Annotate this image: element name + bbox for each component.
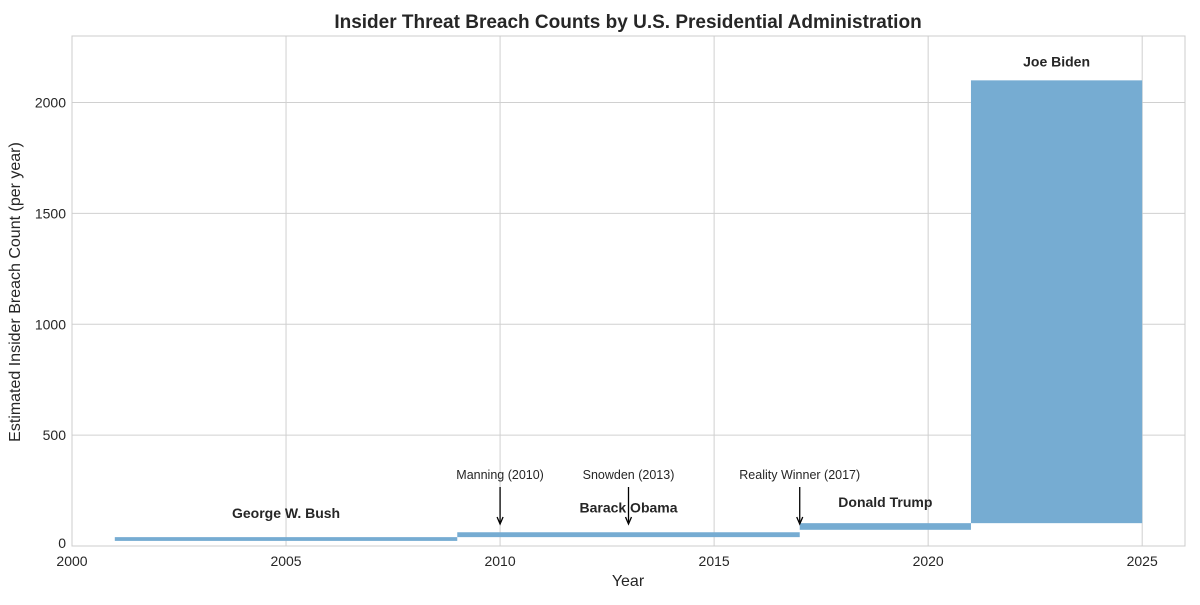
arrow-head-icon xyxy=(496,516,504,526)
y-tick-label: 1500 xyxy=(35,205,66,221)
bar xyxy=(457,532,800,538)
x-tick-label: 2015 xyxy=(699,553,730,569)
annotation-text: Reality Winner (2017) xyxy=(739,468,860,482)
bar xyxy=(970,80,1143,524)
plot-frame xyxy=(71,35,1186,547)
x-tick-label: 2025 xyxy=(1127,553,1158,569)
x-tick-label: 2005 xyxy=(270,553,301,569)
annotation-text: Manning (2010) xyxy=(456,468,544,482)
y-tick-label: 0 xyxy=(58,535,66,551)
bar xyxy=(799,523,971,530)
x-axis-label: Year xyxy=(612,573,645,590)
y-tick-label: 1000 xyxy=(35,316,66,332)
x-tick-label: 2000 xyxy=(56,553,87,569)
x-tick-label: 2020 xyxy=(913,553,944,569)
y-tick-label: 2000 xyxy=(35,95,66,111)
chart-title: Insider Threat Breach Counts by U.S. Pre… xyxy=(334,12,921,33)
annotation-text: Snowden (2013) xyxy=(583,468,675,482)
bar xyxy=(114,537,458,541)
arrow-head-icon xyxy=(624,516,633,526)
bar-label: George W. Bush xyxy=(232,505,340,521)
y-axis-label: Estimated Insider Breach Count (per year… xyxy=(7,142,24,442)
bar-label: Joe Biden xyxy=(1023,53,1090,69)
bar-label: Donald Trump xyxy=(838,494,932,510)
arrow-head-icon xyxy=(796,516,804,526)
x-tick-label: 2010 xyxy=(484,553,515,569)
y-tick-label: 500 xyxy=(43,427,67,443)
